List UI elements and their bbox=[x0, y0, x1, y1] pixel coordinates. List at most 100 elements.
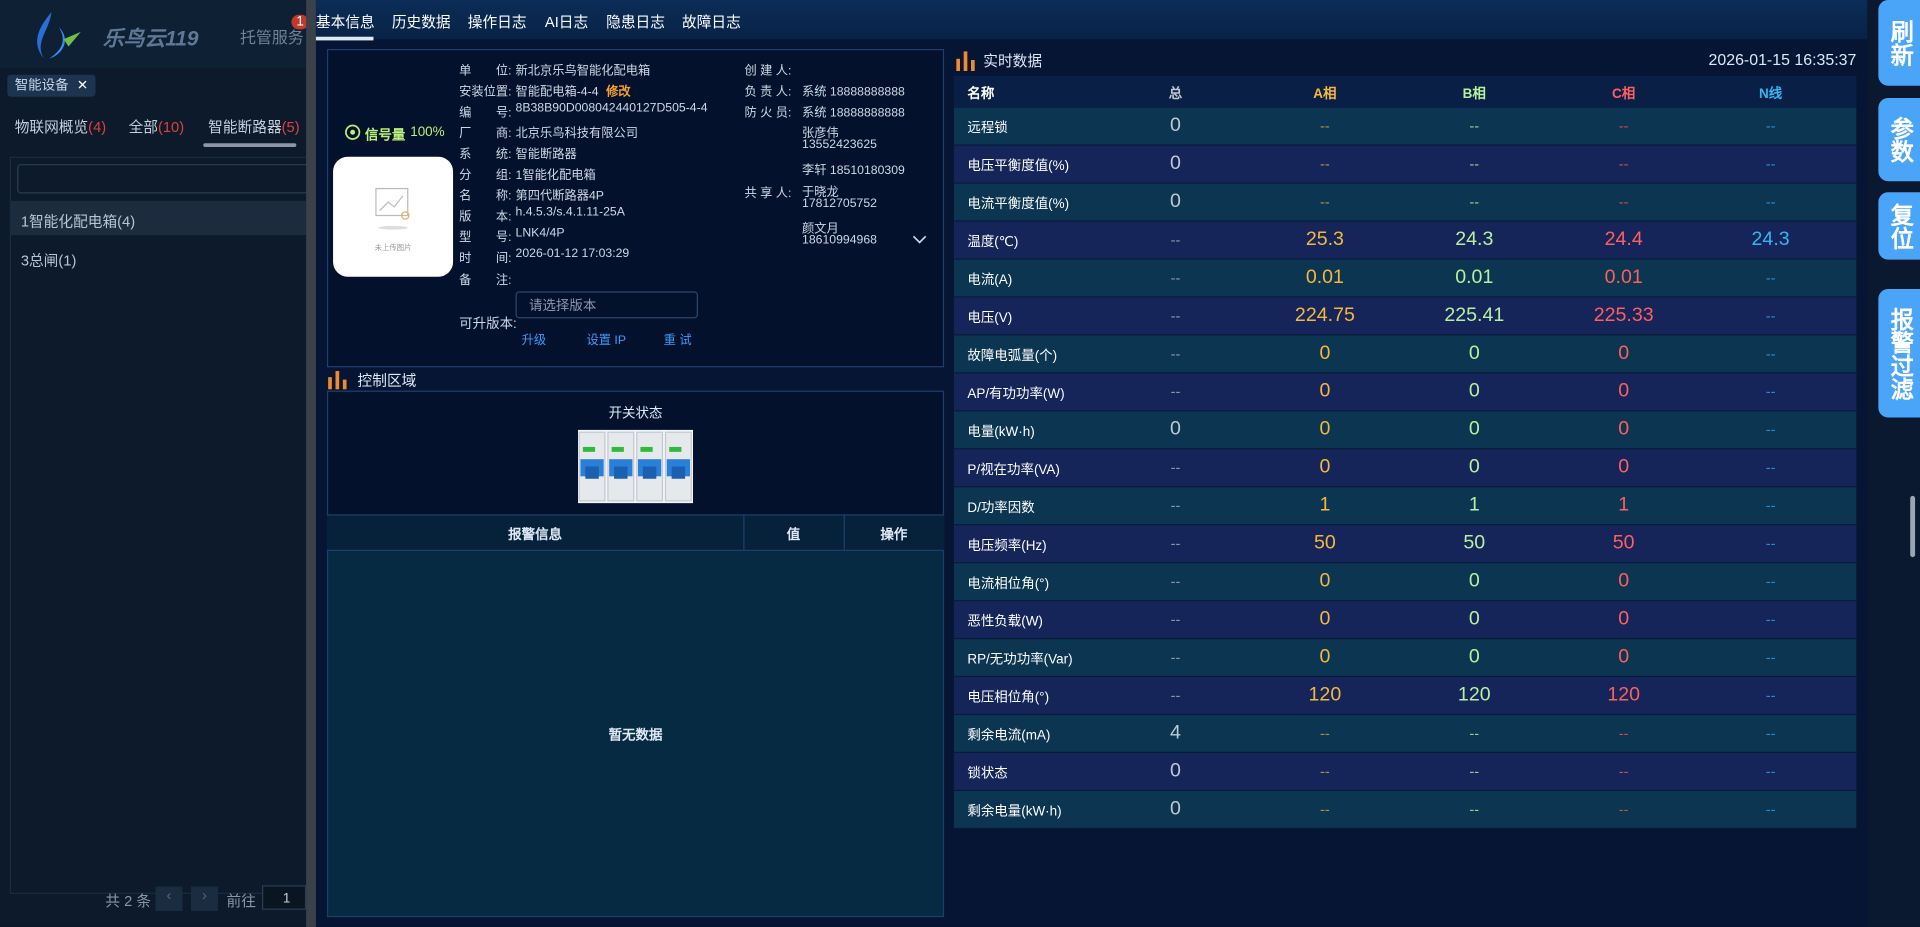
cell-value: -- bbox=[1469, 724, 1480, 743]
tab[interactable]: 隐患日志 bbox=[606, 13, 665, 31]
tab[interactable]: 基本信息 bbox=[315, 13, 375, 31]
field-label: 系 统: bbox=[459, 148, 512, 162]
row-name: RP/无功功率(Var) bbox=[967, 652, 1073, 668]
row-name: 锁状态 bbox=[967, 766, 1008, 782]
cell-value: 1 bbox=[1618, 494, 1630, 516]
tab[interactable]: 故障日志 bbox=[682, 13, 741, 31]
breaker-image[interactable] bbox=[577, 429, 694, 504]
search-input[interactable] bbox=[17, 164, 309, 194]
table-row bbox=[953, 335, 1857, 374]
cell-value: 0 bbox=[1170, 191, 1181, 212]
image-placeholder bbox=[375, 187, 410, 230]
cell-value: -- bbox=[1170, 535, 1181, 553]
field-label: 版 本: bbox=[459, 210, 512, 225]
cell-value: 50 bbox=[1313, 532, 1336, 554]
nav-item[interactable]: 托管服务 bbox=[240, 28, 304, 47]
pager-next[interactable]: › bbox=[191, 886, 218, 912]
cell-value: -- bbox=[1765, 724, 1776, 743]
version-select[interactable]: 请选择版本 bbox=[515, 291, 698, 319]
cell-value: 225.41 bbox=[1444, 304, 1505, 326]
tab-label: 智能断路器 bbox=[208, 118, 282, 136]
tab-count: (10) bbox=[157, 118, 185, 136]
field-label: 分 组: bbox=[459, 168, 512, 183]
breaker-pole bbox=[578, 431, 606, 502]
action-link[interactable]: 重 试 bbox=[663, 334, 692, 348]
signal-value: 100% bbox=[410, 124, 445, 140]
cell-value: -- bbox=[1469, 117, 1480, 135]
pager-input[interactable]: 1 bbox=[262, 885, 307, 910]
sidebar-tab[interactable]: 智能断路器(5) bbox=[208, 116, 299, 137]
field-label: 编 号: bbox=[459, 106, 512, 121]
person-label: 创 建 人: bbox=[744, 64, 792, 79]
cell-value: -- bbox=[1618, 800, 1629, 818]
sidebar-tab[interactable]: 全部(10) bbox=[129, 116, 185, 137]
signal-icon bbox=[345, 124, 361, 140]
side-button[interactable]: 参数 bbox=[1878, 97, 1920, 182]
table-row bbox=[953, 791, 1857, 829]
field-value: 北京乐鸟科技有限公司 bbox=[515, 127, 638, 141]
cell-value: 0 bbox=[1468, 608, 1480, 630]
table-row bbox=[953, 145, 1857, 184]
cell-value: -- bbox=[1320, 117, 1330, 135]
cell-value: 50 bbox=[1463, 532, 1486, 554]
cell-value: 0 bbox=[1468, 456, 1480, 478]
tree-item[interactable]: 3总闸(1) bbox=[20, 252, 77, 270]
cell-value: -- bbox=[1765, 800, 1776, 818]
share-contact: 李轩 18510180309 bbox=[802, 164, 905, 178]
row-name: 温度(℃) bbox=[967, 235, 1019, 250]
tab[interactable]: AI日志 bbox=[544, 13, 589, 31]
cell-value: 0 bbox=[1319, 570, 1331, 592]
cell-value: -- bbox=[1765, 497, 1776, 515]
cell-value: 0 bbox=[1468, 418, 1480, 440]
row-name: 电量(kW·h) bbox=[967, 424, 1035, 440]
pager-goto: 前往 bbox=[226, 892, 256, 910]
empty-text: 暂无数据 bbox=[608, 728, 663, 744]
tab-count: (5) bbox=[281, 118, 300, 136]
field-label: 安装位置: bbox=[459, 85, 512, 100]
share-contact: 张彦伟 bbox=[802, 127, 839, 141]
signal-label: 信号量 bbox=[364, 128, 406, 144]
cell-value: -- bbox=[1765, 573, 1776, 591]
tab[interactable]: 历史数据 bbox=[391, 13, 451, 31]
side-button[interactable]: 复位 bbox=[1878, 192, 1920, 260]
field-value: LNK4/4P bbox=[515, 226, 565, 241]
col-divider bbox=[743, 515, 745, 550]
action-link[interactable]: 升级 bbox=[521, 334, 547, 348]
divider bbox=[306, 0, 316, 927]
side-button[interactable]: 报警过滤 bbox=[1878, 288, 1920, 418]
image-caption: 未上传图片 bbox=[374, 244, 412, 253]
expand-icon[interactable] bbox=[911, 234, 928, 246]
cell-value: 24.4 bbox=[1604, 228, 1643, 250]
edit-link[interactable]: 修改 bbox=[606, 85, 631, 100]
cell-value: -- bbox=[1320, 800, 1330, 818]
field-value: 1智能化配电箱 bbox=[515, 168, 596, 183]
column-header: C相 bbox=[1612, 86, 1636, 102]
tree-selected bbox=[11, 200, 307, 236]
table-row bbox=[953, 487, 1857, 526]
cell-value: -- bbox=[1170, 648, 1181, 667]
tree-item[interactable]: 1智能化配电箱(4) bbox=[20, 213, 136, 231]
cell-value: -- bbox=[1320, 762, 1330, 781]
cell-value: -- bbox=[1765, 421, 1776, 439]
sidebar-tab[interactable]: 物联网概览(4) bbox=[15, 116, 106, 137]
cell-value: -- bbox=[1320, 193, 1330, 211]
tab-underline bbox=[203, 143, 297, 147]
column-header: 名称 bbox=[967, 86, 995, 102]
share-contact: 17812705752 bbox=[802, 197, 877, 211]
tag[interactable]: 智能设备 ✕ bbox=[7, 74, 96, 97]
cell-value: -- bbox=[1170, 611, 1181, 629]
cell-value: -- bbox=[1469, 800, 1480, 818]
row-name: 电流(A) bbox=[967, 273, 1013, 288]
field-value: h.4.5.3/s.4.1.11-25A bbox=[515, 205, 625, 220]
cell-value: -- bbox=[1765, 155, 1776, 173]
pager-prev[interactable]: ‹ bbox=[155, 886, 183, 912]
row-name: D/功率因数 bbox=[967, 500, 1035, 516]
action-link[interactable]: 设置 IP bbox=[586, 334, 627, 348]
side-button[interactable]: 刷新 bbox=[1878, 0, 1920, 86]
table-row bbox=[953, 525, 1857, 564]
table-row bbox=[953, 753, 1857, 792]
tab[interactable]: 操作日志 bbox=[467, 13, 527, 31]
cell-value: -- bbox=[1765, 648, 1776, 667]
cell-value: -- bbox=[1469, 762, 1480, 781]
cell-value: -- bbox=[1170, 307, 1181, 325]
